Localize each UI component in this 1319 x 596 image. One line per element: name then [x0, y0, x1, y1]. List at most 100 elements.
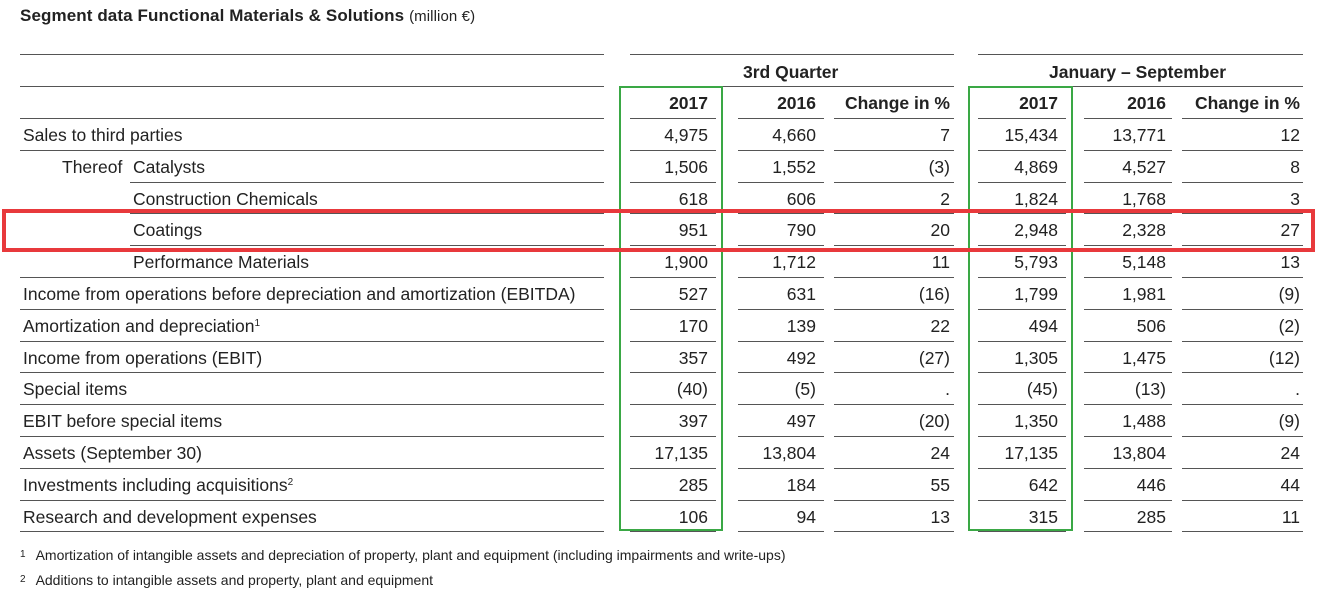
- footnote: 2 Additions to intangible assets and prop…: [20, 571, 433, 589]
- rule-top: [978, 54, 1303, 55]
- group-header-3rd-quarter: 3rd Quarter: [743, 62, 839, 82]
- row-rule: [630, 118, 716, 119]
- row-rule: [834, 341, 954, 342]
- row-rule: [738, 468, 824, 469]
- table-cell: 1,506: [664, 157, 708, 177]
- row-rule: [978, 213, 1066, 214]
- rule-top: [630, 54, 954, 55]
- table-cell: 13,804: [762, 443, 816, 463]
- table-cell: 285: [678, 475, 708, 495]
- row-rule: [834, 468, 954, 469]
- row-rule: [978, 531, 1066, 532]
- row-rule: [738, 118, 824, 119]
- column-header: Change in %: [844, 93, 950, 113]
- rule-group: [630, 86, 954, 87]
- row-label: Coatings: [133, 220, 203, 240]
- table-cell: (12): [1268, 348, 1300, 368]
- row-rule: [1182, 213, 1303, 214]
- rule-group: [20, 86, 604, 87]
- table-cell: 17,135: [654, 443, 708, 463]
- row-rule: [1084, 150, 1172, 151]
- row-rule: [834, 213, 954, 214]
- table-cell: 24: [930, 443, 950, 463]
- row-rule: [130, 213, 604, 214]
- table-cell: 4,660: [772, 125, 816, 145]
- row-rule: [738, 500, 824, 501]
- row-rule: [834, 277, 954, 278]
- table-cell: (40): [676, 379, 708, 399]
- row-rule: [630, 309, 716, 310]
- footnote: 1 Amortization of intangible assets and d…: [20, 546, 786, 564]
- table-cell: 618: [678, 189, 708, 209]
- table-cell: 4,975: [664, 125, 708, 145]
- table-cell: 1,552: [772, 157, 816, 177]
- table-cell: (16): [918, 284, 950, 304]
- table-cell: 13,804: [1112, 443, 1166, 463]
- row-label: Investments including acquisitions2: [23, 475, 294, 495]
- table-cell: 17,135: [1004, 443, 1058, 463]
- row-rule: [978, 436, 1066, 437]
- row-rule: [1182, 531, 1303, 532]
- row-rule: [20, 468, 604, 469]
- table-cell: 13,771: [1112, 125, 1166, 145]
- row-label: Income from operations before depreciati…: [23, 284, 576, 304]
- rule-top: [20, 54, 604, 55]
- title-main: Segment data Functional Materials & Solu…: [20, 6, 405, 25]
- table-cell: 506: [1136, 316, 1166, 336]
- row-rule: [834, 182, 954, 183]
- row-rule: [978, 182, 1066, 183]
- row-rule: [834, 531, 954, 532]
- row-rule: [978, 309, 1066, 310]
- footnote-text: Additions to intangible assets and prope…: [35, 572, 434, 588]
- row-rule: [630, 182, 716, 183]
- table-cell: 642: [1028, 475, 1058, 495]
- table-cell: 24: [1280, 443, 1300, 463]
- table-cell: 13: [930, 507, 950, 527]
- row-rule: [1182, 404, 1303, 405]
- row-rule: [978, 372, 1066, 373]
- row-rule: [1182, 245, 1303, 246]
- table-cell: 1,799: [1014, 284, 1058, 304]
- row-rule: [1182, 118, 1303, 119]
- row-rule: [1084, 213, 1172, 214]
- table-cell: 44: [1280, 475, 1300, 495]
- table-cell: 13: [1280, 252, 1300, 272]
- row-rule: [1182, 150, 1303, 151]
- row-prefix: Thereof: [62, 157, 123, 177]
- table-cell: 12: [1280, 125, 1300, 145]
- table-cell: 527: [678, 284, 708, 304]
- row-rule: [1084, 182, 1172, 183]
- row-rule: [630, 436, 716, 437]
- rule-group: [978, 86, 1303, 87]
- row-rule: [834, 150, 954, 151]
- row-rule: [1084, 277, 1172, 278]
- row-rule: [20, 531, 604, 532]
- table-cell: 790: [786, 220, 816, 240]
- row-rule: [630, 277, 716, 278]
- row-rule: [978, 118, 1066, 119]
- row-rule: [20, 277, 604, 278]
- row-rule: [1182, 182, 1303, 183]
- footnote-mark: 1: [20, 549, 26, 560]
- row-label: Construction Chemicals: [133, 189, 318, 209]
- row-label: Assets (September 30): [23, 443, 202, 463]
- table-cell: 2,948: [1014, 220, 1058, 240]
- table-cell: 285: [1136, 507, 1166, 527]
- row-rule: [978, 404, 1066, 405]
- table-cell: 170: [678, 316, 708, 336]
- table-cell: (3): [928, 157, 950, 177]
- row-rule: [1084, 436, 1172, 437]
- table-cell: 2,328: [1122, 220, 1166, 240]
- row-rule: [630, 372, 716, 373]
- row-rule: [20, 500, 604, 501]
- table-cell: 1,475: [1122, 348, 1166, 368]
- table-cell: 11: [931, 252, 950, 272]
- row-rule: [738, 531, 824, 532]
- table-cell: 606: [786, 189, 816, 209]
- footnote-text: Amortization of intangible assets and de…: [35, 547, 786, 563]
- table-cell: 951: [678, 220, 708, 240]
- table-cell: 1,712: [772, 252, 816, 272]
- row-rule: [130, 182, 604, 183]
- table-cell: 139: [786, 316, 816, 336]
- table-cell: 22: [930, 316, 950, 336]
